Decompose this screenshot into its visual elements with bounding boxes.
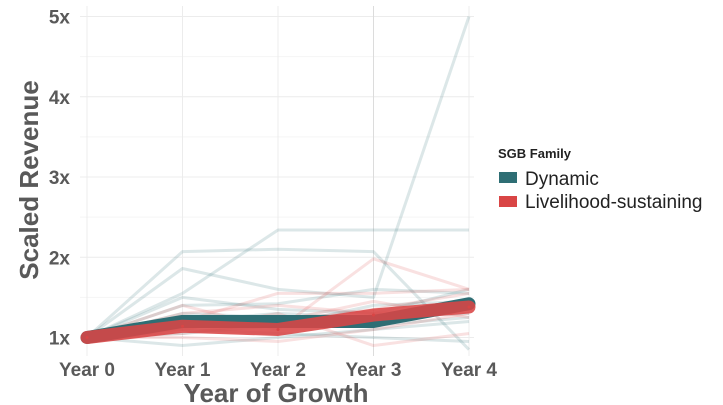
y-axis-ticks: 1x 2x 3x 4x 5x xyxy=(49,8,71,350)
series-point xyxy=(276,319,280,323)
individual-line xyxy=(85,247,471,351)
legend-label-livelihood-sustaining: Livelihood-sustaining xyxy=(525,192,702,213)
y-tick-label: 2x xyxy=(49,248,71,269)
x-tick-label: Year 0 xyxy=(59,360,115,381)
x-tick-label: Year 4 xyxy=(441,360,497,381)
y-tick-label: 1x xyxy=(49,329,71,350)
series-point xyxy=(467,305,471,309)
individual-line xyxy=(86,287,470,339)
y-tick-label: 5x xyxy=(49,8,71,29)
legend-title: SGB Family xyxy=(498,146,572,161)
x-tick-label: Year 2 xyxy=(250,360,306,381)
y-tick-label: 3x xyxy=(49,168,71,189)
x-tick-label: Year 3 xyxy=(346,360,402,381)
individual-line xyxy=(86,287,470,339)
series-point xyxy=(276,327,280,331)
individual-line xyxy=(87,311,470,344)
series-point xyxy=(85,336,89,339)
series-point xyxy=(181,324,184,328)
y-tick-label: 4x xyxy=(49,88,71,109)
x-tick-label: Year 1 xyxy=(155,360,211,381)
legend-swatch-dynamic xyxy=(499,172,517,183)
x-axis-ticks: Year 0 Year 1 Year 2 Year 3 Year 4 xyxy=(59,360,497,381)
y-axis-title: Scaled Revenue xyxy=(14,80,44,279)
individual-line xyxy=(86,16,471,339)
series-point xyxy=(372,313,375,317)
legend-swatch-livelihood-sustaining xyxy=(499,196,517,207)
legend-label-dynamic: Dynamic xyxy=(525,169,599,190)
individual-line xyxy=(86,319,470,348)
x-axis-title: Year of Growth xyxy=(184,378,369,405)
individual-line xyxy=(86,228,469,339)
main-series-lines xyxy=(80,297,476,344)
legend: SGB Family Dynamic Livelihood-sustaining xyxy=(498,146,702,213)
